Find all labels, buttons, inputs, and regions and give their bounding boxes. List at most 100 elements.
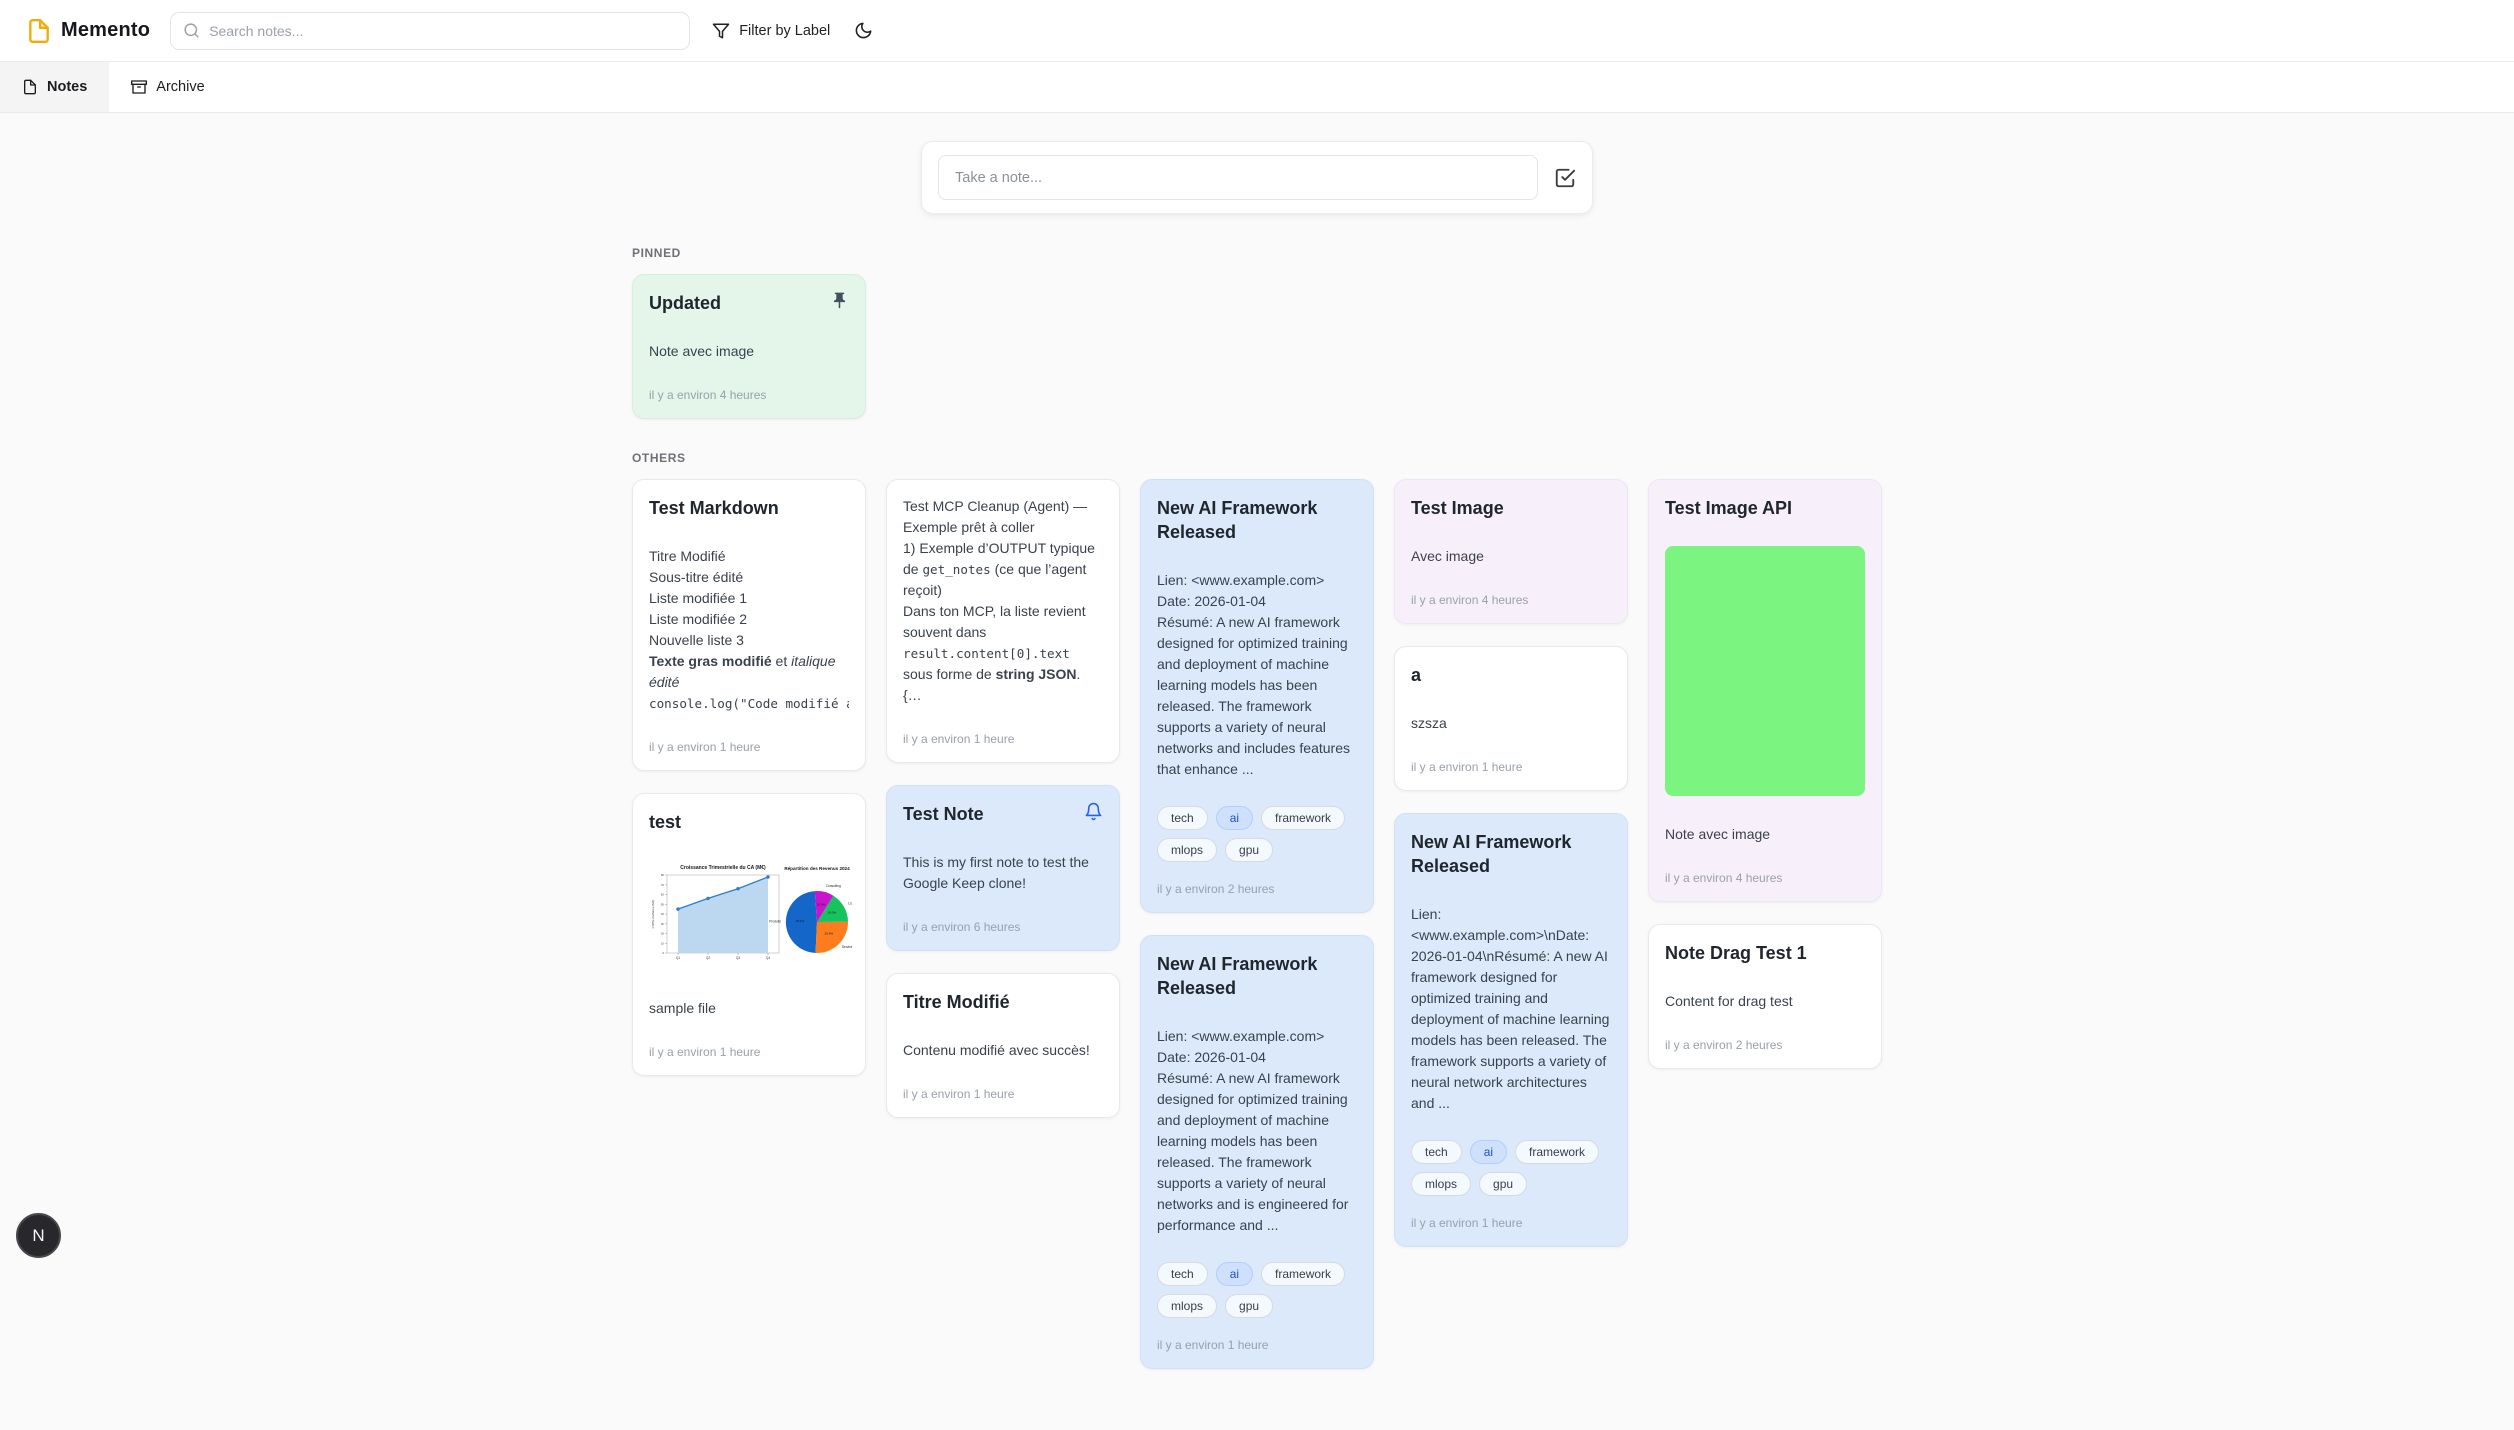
- main-content: PINNED Updated Note avec image il y a envi…: [0, 141, 2514, 1369]
- note-timestamp: il y a environ 2 heures: [1157, 882, 1275, 896]
- theme-toggle-button[interactable]: [854, 21, 873, 40]
- note-tags: tech ai framework mlops gpu: [1157, 1262, 1357, 1318]
- note-body: Titre Modifié Sous-titre édité Liste modif…: [649, 548, 849, 711]
- svg-text:16.0%: 16.0%: [828, 911, 837, 915]
- bell-icon[interactable]: [1084, 802, 1103, 821]
- note-timestamp: il y a environ 1 heure: [903, 732, 1015, 746]
- note-body: Lien: <www.example.com> Date: 2026-01-04 R…: [1157, 572, 1350, 777]
- note-card[interactable]: Test Image Avec image il y a environ 4 heu…: [1394, 479, 1628, 624]
- note-title: Test Image API: [1665, 498, 1793, 518]
- note-title: Note Drag Test 1: [1665, 943, 1807, 963]
- note-header: New AI Framework Released: [1411, 830, 1611, 878]
- note-tag[interactable]: framework: [1515, 1140, 1600, 1164]
- note-card[interactable]: Updated Note avec image il y a environ 4 h…: [632, 274, 866, 419]
- moon-icon: [854, 21, 873, 40]
- tab-archive-label: Archive: [156, 79, 205, 95]
- note-tags: tech ai framework mlops gpu: [1411, 1140, 1611, 1196]
- tab-bar: Notes Archive: [0, 62, 2514, 113]
- note-card[interactable]: New AI Framework Released Lien: <www.exam…: [1394, 813, 1628, 1247]
- note-tag[interactable]: ai: [1469, 1140, 1508, 1164]
- tab-notes[interactable]: Notes: [0, 62, 110, 112]
- svg-text:50: 50: [661, 902, 665, 906]
- pin-icon[interactable]: [830, 291, 849, 310]
- filter-label: Filter by Label: [739, 22, 831, 39]
- note-header: New AI Framework Released: [1157, 496, 1357, 544]
- note-header: test: [649, 810, 849, 834]
- note-logo-icon: [26, 18, 52, 44]
- filter-by-label-button[interactable]: Filter by Label: [712, 22, 830, 40]
- note-tag[interactable]: ai: [1215, 1262, 1254, 1286]
- note-header: Test Note: [903, 802, 1103, 826]
- note-charts-svg: Croissance Trimestrielle du CA (M€) 0 10 20…: [649, 860, 861, 973]
- note-timestamp: il y a environ 1 heure: [649, 1045, 761, 1059]
- note-tag[interactable]: gpu: [1479, 1172, 1528, 1196]
- note-tag[interactable]: gpu: [1225, 1294, 1274, 1318]
- note-body: sample file: [649, 1000, 716, 1016]
- note-body: szsza: [1411, 715, 1447, 731]
- note-tag[interactable]: tech: [1157, 806, 1208, 830]
- note-header: Titre Modifié: [903, 990, 1103, 1014]
- pinned-grid: Updated Note avec image il y a environ 4 h…: [632, 274, 1882, 419]
- note-card[interactable]: New AI Framework Released Lien: <www.exam…: [1140, 935, 1374, 1369]
- svg-text:20: 20: [661, 932, 665, 936]
- note-tag[interactable]: ai: [1215, 806, 1254, 830]
- others-section-label: OTHERS: [632, 451, 686, 465]
- note-title: Test Markdown: [649, 498, 779, 518]
- svg-text:60: 60: [661, 893, 665, 897]
- note-timestamp: il y a environ 1 heure: [649, 740, 761, 754]
- note-card[interactable]: Note Drag Test 1 Content for drag test il …: [1648, 924, 1882, 1069]
- note-body: Test MCP Cleanup (Agent) — Exemple prêt …: [903, 498, 1095, 703]
- note-tag[interactable]: mlops: [1411, 1172, 1472, 1196]
- svg-text:80: 80: [661, 873, 665, 877]
- note-card[interactable]: Titre Modifié Contenu modifié avec succès…: [886, 973, 1120, 1118]
- note-body: This is my first note to test the Google…: [903, 854, 1089, 891]
- new-checklist-button[interactable]: [1554, 167, 1576, 189]
- note-tags: tech ai framework mlops gpu: [1157, 806, 1357, 862]
- note-body: Lien: <www.example.com> Date: 2026-01-04 R…: [1157, 1028, 1349, 1233]
- note-card[interactable]: a szsza il y a environ 1 heure: [1394, 646, 1628, 791]
- search-input[interactable]: [209, 22, 678, 39]
- note-tag[interactable]: gpu: [1225, 838, 1274, 862]
- svg-text:Q1: Q1: [676, 956, 680, 960]
- note-body: Note avec image: [1665, 826, 1771, 842]
- note-header: Note Drag Test 1: [1665, 941, 1865, 965]
- svg-text:10.0%: 10.0%: [817, 903, 826, 907]
- svg-text:Licences: Licences: [848, 901, 852, 905]
- search-box[interactable]: [170, 11, 691, 50]
- svg-text:Q3: Q3: [736, 956, 740, 960]
- note-tag[interactable]: tech: [1411, 1140, 1462, 1164]
- svg-text:10: 10: [661, 941, 665, 945]
- note-tag[interactable]: mlops: [1157, 838, 1218, 862]
- dev-n-badge-button[interactable]: N: [16, 1213, 61, 1258]
- pinned-section-label: PINNED: [632, 246, 681, 260]
- note-tag[interactable]: framework: [1261, 1262, 1346, 1286]
- note-body: Note avec image: [649, 343, 755, 359]
- note-title: New AI Framework Released: [1411, 832, 1572, 876]
- others-section: OTHERS Test Markdown Titre Modifié Sous-ti…: [632, 451, 1882, 1369]
- note-card[interactable]: Test MCP Cleanup (Agent) — Exemple prêt …: [886, 479, 1120, 763]
- note-card[interactable]: Test Markdown Titre Modifié Sous-titre édi…: [632, 479, 866, 771]
- note-title: New AI Framework Released: [1157, 954, 1318, 998]
- note-timestamp: il y a environ 4 heures: [1411, 593, 1529, 607]
- note-tag[interactable]: framework: [1261, 806, 1346, 830]
- note-card[interactable]: New AI Framework Released Lien: <www.exam…: [1140, 479, 1374, 913]
- note-tag[interactable]: mlops: [1157, 1294, 1218, 1318]
- note-timestamp: il y a environ 6 heures: [903, 920, 1021, 934]
- note-title: a: [1411, 665, 1422, 685]
- note-body: Avec image: [1411, 548, 1484, 564]
- note-body: Lien: <www.example.com>\nDate: 2026-01-0…: [1411, 906, 1610, 1111]
- others-grid: Test Markdown Titre Modifié Sous-titre édi…: [632, 479, 1882, 1369]
- take-a-note-field[interactable]: [938, 155, 1538, 200]
- note-card[interactable]: test Croissance Trimestrielle du CA (M€) 0…: [632, 793, 866, 1076]
- brand: Memento: [26, 18, 150, 44]
- svg-text:0: 0: [662, 951, 664, 955]
- svg-text:48.1%: 48.1%: [796, 919, 805, 923]
- tab-archive[interactable]: Archive: [109, 62, 226, 112]
- note-title: Test Image: [1411, 498, 1504, 518]
- note-title: Test Note: [903, 804, 984, 824]
- take-a-note-input[interactable]: [955, 169, 1521, 186]
- note-tag[interactable]: tech: [1157, 1262, 1208, 1286]
- note-card[interactable]: Test Image API Note avec image il y a envi…: [1648, 479, 1882, 902]
- note-card[interactable]: Test Note This is my first note to test t…: [886, 785, 1120, 951]
- svg-text:Croissance Trimestrielle du CA: Croissance Trimestrielle du CA (M€): [680, 865, 766, 871]
